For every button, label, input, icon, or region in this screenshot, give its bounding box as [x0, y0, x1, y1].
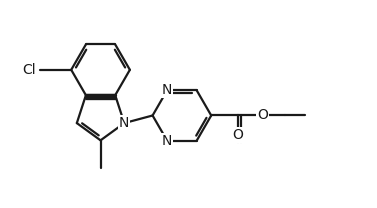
Text: N: N: [119, 116, 129, 130]
Text: N: N: [162, 134, 172, 148]
Text: O: O: [232, 128, 243, 142]
Text: N: N: [162, 83, 172, 97]
Text: Cl: Cl: [22, 63, 36, 77]
Text: O: O: [257, 109, 268, 123]
